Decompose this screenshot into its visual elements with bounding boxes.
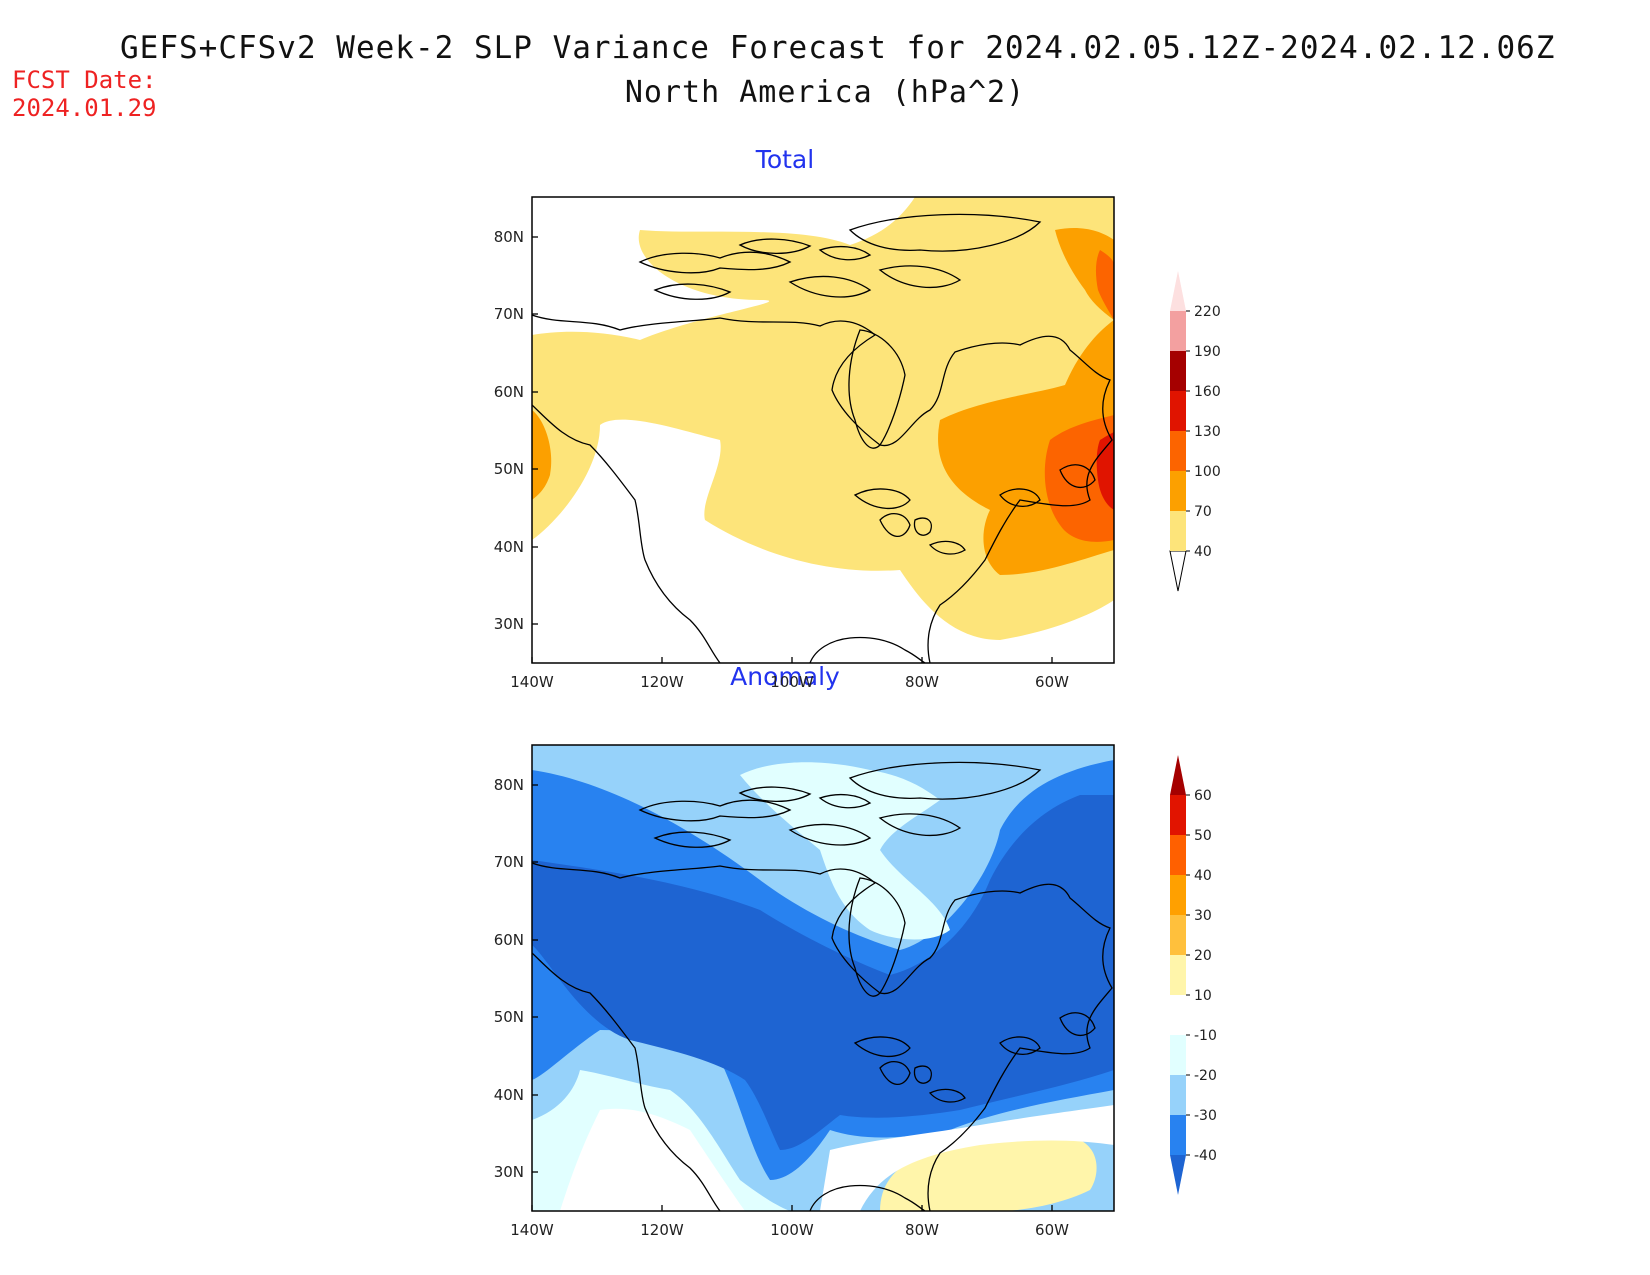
colorbar-total: 40 70 100 130 160 190 220: [1169, 271, 1221, 592]
colorbar-total-under: [1169, 550, 1187, 592]
lat-tick-label: 30N: [494, 615, 524, 633]
colorbar-total-box: [1170, 431, 1186, 471]
colorbar-anomaly-box: [1170, 835, 1186, 875]
colorbar-total-over: [1170, 271, 1186, 311]
lat-tick-label: 60N: [494, 383, 524, 401]
colorbar-anomaly: -40 -30 -20 -10 10 20 30 40 50 60: [1170, 755, 1217, 1195]
colorbar-total-label: 220: [1194, 304, 1221, 320]
lon-tick-label: 100W: [770, 1221, 814, 1239]
colorbar-total-label: 70: [1194, 504, 1212, 520]
colorbar-anomaly-box: [1170, 1115, 1186, 1155]
colorbar-anomaly-label: -20: [1194, 1068, 1217, 1084]
lat-tick-label: 80N: [494, 776, 524, 794]
forecast-date-block: FCST Date: 2024.01.29: [12, 66, 157, 122]
colorbar-anomaly-box: [1170, 955, 1186, 995]
lat-tick-label: 50N: [494, 460, 524, 478]
colorbar-total-box: [1170, 511, 1186, 551]
colorbar-anomaly-label: -30: [1194, 1108, 1217, 1124]
panel-title-total: Total: [755, 145, 815, 174]
colorbar-total-label: 100: [1194, 464, 1221, 480]
lat-tick-label: 70N: [494, 853, 524, 871]
forecast-date-label: FCST Date:: [12, 66, 157, 94]
colorbar-anomaly-label: 10: [1194, 988, 1212, 1004]
colorbar-anomaly-label: 50: [1194, 828, 1212, 844]
colorbar-total-box: [1170, 391, 1186, 431]
colorbar-anomaly-box: [1170, 1075, 1186, 1115]
lon-tick-label: 80W: [905, 673, 939, 691]
anomaly-map-frame: [531, 744, 1115, 1212]
colorbar-total-box: [1170, 311, 1186, 351]
colorbar-anomaly-under: [1170, 1155, 1186, 1195]
panel-title-anomaly: Anomaly: [730, 662, 840, 691]
total-variance-field: [532, 197, 1114, 663]
lon-tick-label: 100W: [770, 673, 814, 691]
colorbar-total-box: [1170, 351, 1186, 391]
colorbar-anomaly-box: [1170, 875, 1186, 915]
lat-tick-label: 40N: [494, 1086, 524, 1104]
lat-tick-label: 80N: [494, 228, 524, 246]
colorbar-anomaly-label: -40: [1194, 1148, 1217, 1164]
anomaly-variance-field: [532, 745, 1114, 1211]
lon-tick-label: 80W: [905, 1221, 939, 1239]
colorbar-anomaly-label: -10: [1194, 1028, 1217, 1044]
colorbar-anomaly-label: 60: [1194, 788, 1212, 804]
colorbar-total-label: 130: [1194, 424, 1221, 440]
lat-tick-label: 30N: [494, 1163, 524, 1181]
colorbar-anomaly-box: [1170, 1035, 1186, 1075]
colorbar-total-box: [1170, 471, 1186, 511]
colorbar-anomaly-label: 40: [1194, 868, 1212, 884]
forecast-date-value: 2024.01.29: [12, 94, 157, 122]
lon-tick-label: 60W: [1035, 673, 1069, 691]
colorbar-anomaly-over: [1170, 755, 1186, 795]
lon-tick-label: 120W: [640, 1221, 684, 1239]
lon-tick-label: 140W: [510, 673, 554, 691]
lon-tick-label: 60W: [1035, 1221, 1069, 1239]
lat-tick-label: 40N: [494, 538, 524, 556]
colorbar-anomaly-label: 20: [1194, 948, 1212, 964]
total-map-frame: [531, 196, 1115, 664]
lat-tick-label: 50N: [494, 1008, 524, 1026]
colorbar-anomaly-box: [1170, 995, 1186, 1035]
lon-tick-label: 140W: [510, 1221, 554, 1239]
colorbar-anomaly-box: [1170, 795, 1186, 835]
colorbar-anomaly-box: [1170, 915, 1186, 955]
colorbar-total-label: 40: [1194, 544, 1212, 560]
lat-tick-label: 60N: [494, 931, 524, 949]
lon-tick-label: 120W: [640, 673, 684, 691]
map-subtitle: North America (hPa^2): [624, 75, 1026, 110]
map-title: GEFS+CFSv2 Week-2 SLP Variance Forecast …: [120, 30, 1556, 66]
lat-tick-label: 70N: [494, 305, 524, 323]
colorbar-anomaly-label: 30: [1194, 908, 1212, 924]
colorbar-total-label: 190: [1194, 344, 1221, 360]
colorbar-total-label: 160: [1194, 384, 1221, 400]
